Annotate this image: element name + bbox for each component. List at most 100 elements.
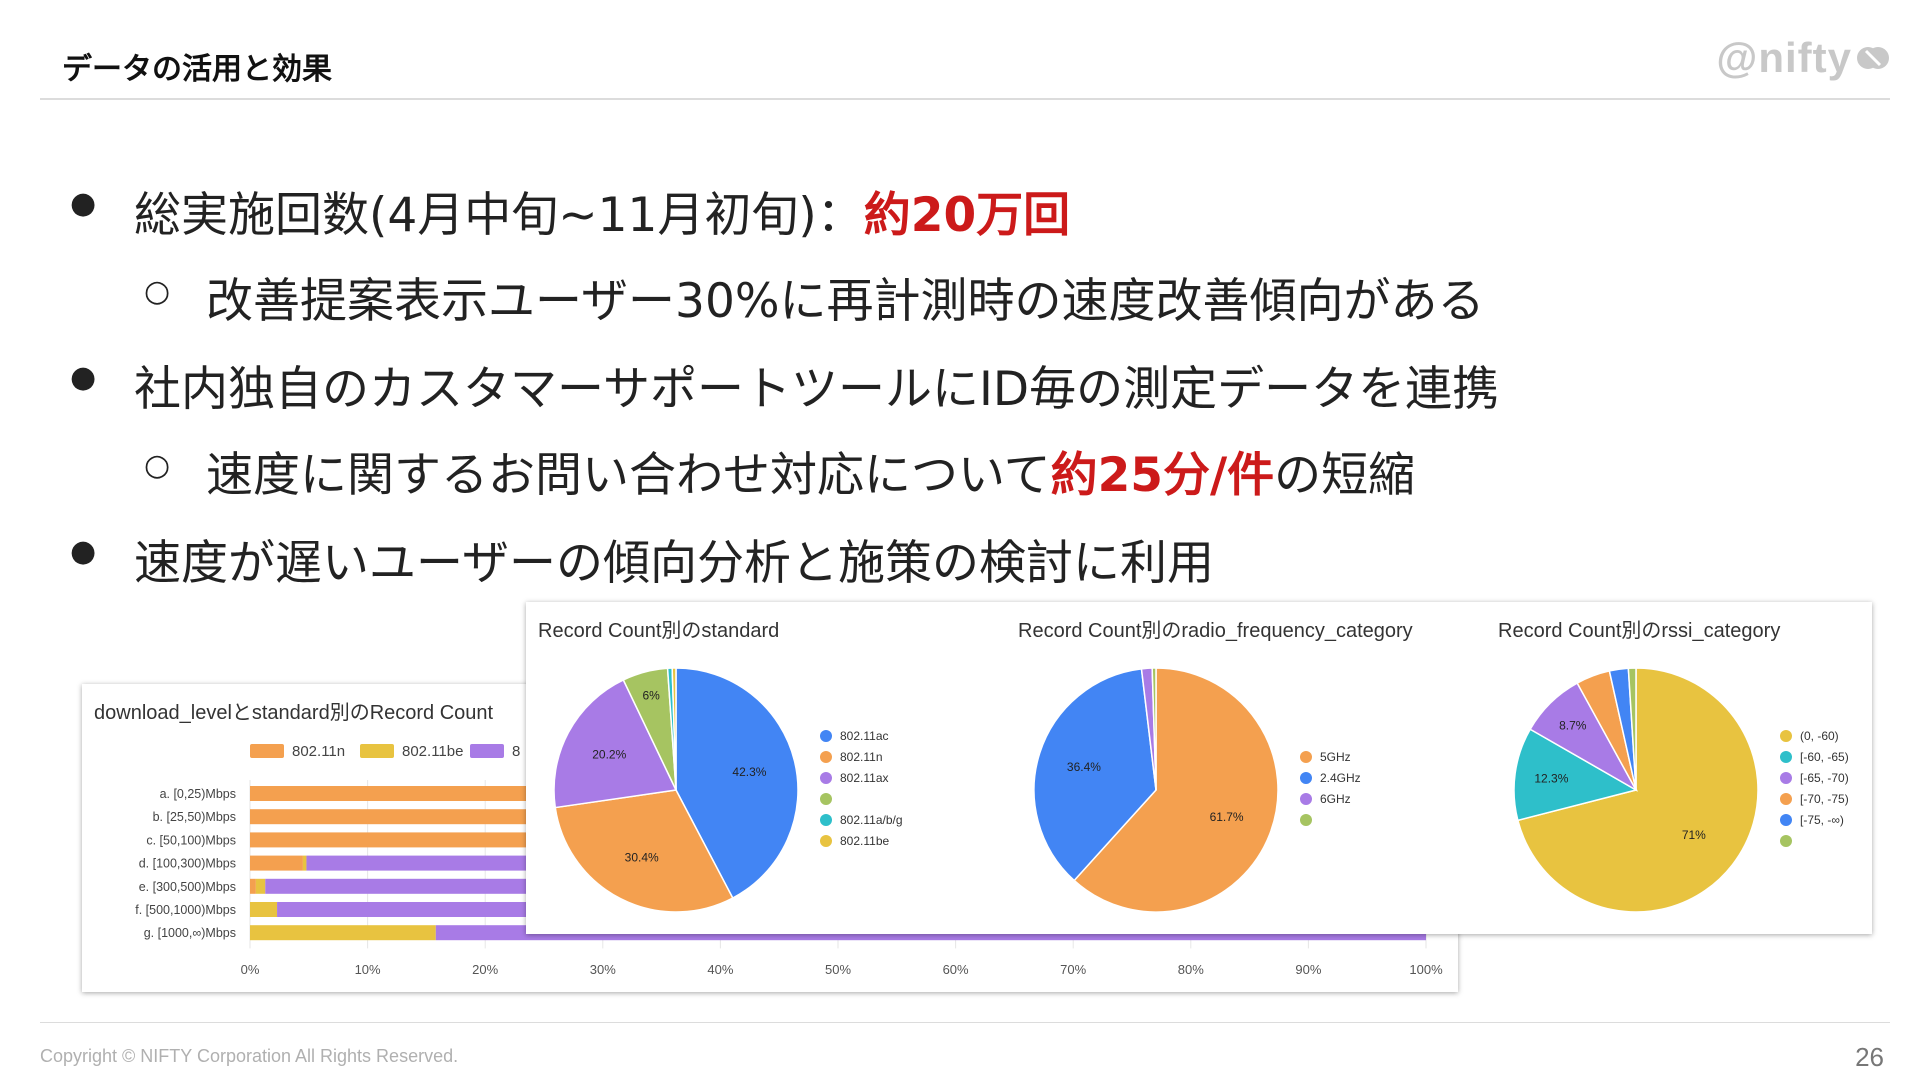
pie-data-label: 36.4% [1067, 760, 1101, 774]
x-tick-label: 80% [1178, 962, 1204, 977]
bullet-text: 速度に関するお問い合わせ対応について [206, 448, 1051, 503]
pie-charts-card: Record Count別のstandard Record Count別のrad… [526, 602, 1872, 934]
bullet-text: 社内独自のカスタマーサポートツールにID毎の測定データを連携 [134, 362, 1500, 417]
pie-slice [1151, 667, 1157, 791]
bullet-item: 社内独自のカスタマーサポートツールにID毎の測定データを連携 [134, 350, 1499, 419]
bar-chart-title: download_levelとstandard別のRecord Count [94, 702, 494, 724]
legend-dot [820, 772, 832, 784]
x-tick-label: 30% [590, 962, 616, 977]
legend-label: 2.4GHz [1320, 771, 1361, 785]
x-tick-label: 50% [825, 962, 851, 977]
y-category-label: d. [100,300)Mbps [139, 857, 236, 871]
x-tick-label: 100% [1409, 962, 1443, 977]
bar-segment [255, 878, 266, 894]
legend-label: 802.11n [840, 750, 883, 764]
bullet-text: 改善提案表示ユーザー30%に再計測時の速度改善傾向がある [206, 274, 1485, 329]
legend-swatch [250, 744, 284, 758]
x-tick-label: 40% [707, 962, 733, 977]
bar-segment [250, 878, 256, 894]
pie-data-label: 12.3% [1534, 771, 1568, 785]
bullet-text: 総実施回数(4月中旬~11月初旬)： [134, 188, 864, 243]
pie-data-label: 42.3% [732, 765, 766, 779]
pie-data-label: 20.2% [592, 747, 626, 761]
legend-label: 5GHz [1320, 750, 1351, 764]
pie-charts: 42.3% 30.4% 20.2% 6% 802.11ac 802.11n 802.11ax… [553, 667, 1849, 913]
pie-data-label: 30.4% [625, 850, 659, 864]
bar-segment [302, 855, 307, 871]
legend-label: [-65, -70) [1800, 771, 1849, 785]
legend-label: 8 [512, 743, 520, 760]
bullet-dot: ● [70, 186, 97, 221]
bullet-dot: ● [70, 360, 97, 395]
y-category-label: e. [300,500)Mbps [139, 880, 236, 894]
legend-label: [-70, -75) [1800, 792, 1849, 806]
x-tick-label: 0% [241, 962, 260, 977]
pie-slice [553, 678, 678, 809]
legend-label: 802.11be [402, 743, 463, 760]
legend-dot [1780, 793, 1792, 805]
x-tick-label: 20% [472, 962, 498, 977]
legend-label: [-60, -65) [1800, 750, 1849, 764]
legend-dot [820, 751, 832, 763]
legend-label: [-75, -∞) [1800, 813, 1844, 827]
y-category-label: b. [25,50)Mbps [153, 810, 236, 824]
page-title: データの活用と効果 [62, 52, 332, 87]
sub-bullet-circle: ○ [144, 448, 171, 483]
legend-label: 802.11n [292, 743, 345, 760]
bar-segment [250, 855, 303, 871]
pie-chart-title-rssi: Record Count別のrssi_category [1498, 620, 1781, 642]
legend-dot [1780, 751, 1792, 763]
legend-dot [820, 835, 832, 847]
sub-bullet-circle: ○ [144, 274, 171, 309]
bullet-emphasis: 約25分/件 [1050, 448, 1275, 503]
y-category-label: g. [1000,∞)Mbps [144, 926, 236, 940]
legend-dot [1780, 730, 1792, 742]
pie-data-label: 71% [1682, 828, 1706, 842]
y-category-label: a. [0,25)Mbps [160, 787, 236, 801]
sub-bullet-item: 速度に関するお問い合わせ対応について約25分/件の短縮 [206, 436, 1415, 505]
legend-dot [1300, 751, 1312, 763]
pie-data-label: 61.7% [1210, 810, 1244, 824]
legend-dot [820, 793, 832, 805]
bullet-item: 速度が遅いユーザーの傾向分析と施策の検討に利用 [134, 524, 1214, 593]
legend-label: 802.11ax [840, 771, 889, 785]
legend-label: 802.11be [840, 834, 889, 848]
legend-label: 802.11ac [840, 729, 889, 743]
legend-swatch [360, 744, 394, 758]
y-category-label: f. [500,1000)Mbps [135, 903, 236, 917]
nifty-logo: @nifty [1716, 34, 1890, 82]
legend-label: 802.11a/b/g [840, 813, 903, 827]
legend-dot [1780, 835, 1792, 847]
legend-dot [820, 814, 832, 826]
copyright-text: Copyright © NIFTY Corporation All Rights… [40, 1046, 459, 1066]
y-category-label: c. [50,100)Mbps [146, 833, 236, 847]
legend-dot [820, 730, 832, 742]
legend-dot [1300, 772, 1312, 784]
pie-slice [1516, 667, 1759, 913]
legend-label: 6GHz [1320, 792, 1351, 806]
legend-label: (0, -60) [1800, 729, 1839, 743]
pie-slice [671, 667, 677, 791]
pie-slice [554, 789, 734, 913]
logo-text: @nifty [1716, 34, 1852, 81]
sub-bullet-item: 改善提案表示ユーザー30%に再計測時の速度改善傾向がある [206, 262, 1485, 331]
x-tick-label: 10% [355, 962, 381, 977]
pie-slice [1033, 668, 1157, 882]
legend-dot [1780, 772, 1792, 784]
bar-segment [250, 925, 436, 941]
nifty-mark-icon [1857, 47, 1889, 69]
x-tick-label: 60% [943, 962, 969, 977]
legend-dot [1300, 814, 1312, 826]
legend-dot [1300, 793, 1312, 805]
pie-slice [1513, 728, 1638, 822]
pie-slice [1627, 667, 1637, 791]
x-tick-label: 70% [1060, 962, 1086, 977]
x-tick-label: 90% [1295, 962, 1321, 977]
pie-chart-title-standard: Record Count別のstandard [538, 620, 780, 642]
header-divider [40, 98, 1890, 100]
bullet-dot: ● [70, 534, 97, 569]
legend-dot [1780, 814, 1792, 826]
page-number: 26 [1855, 1042, 1884, 1072]
bullet-text: 速度が遅いユーザーの傾向分析と施策の検討に利用 [134, 536, 1215, 591]
bullet-emphasis: 約20万回 [863, 188, 1071, 243]
